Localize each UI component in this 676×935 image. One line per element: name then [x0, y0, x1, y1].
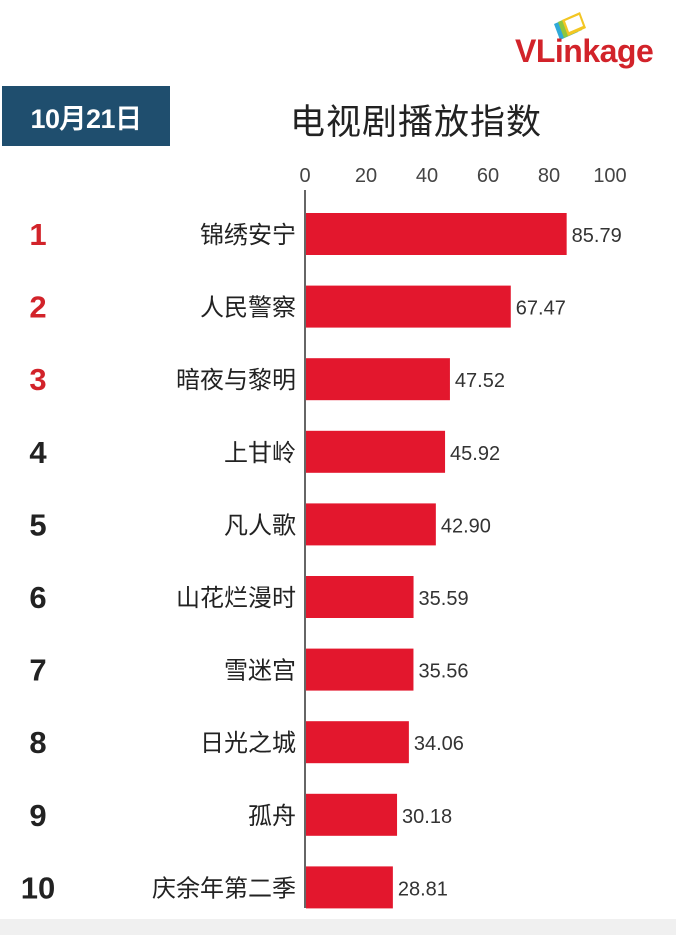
bar — [306, 648, 414, 691]
rank-label: 6 — [29, 580, 46, 615]
category-label: 锦绣安宁 — [200, 221, 296, 249]
bar — [306, 576, 414, 618]
date-badge: 10月21日 — [2, 86, 170, 146]
category-label: 人民警察 — [200, 294, 296, 322]
bar-value-label: 34.06 — [414, 733, 464, 755]
rank-label: 3 — [29, 362, 46, 397]
x-tick-label: 20 — [355, 165, 377, 187]
bar — [306, 285, 511, 328]
rank-label: 2 — [29, 290, 46, 325]
bar — [306, 503, 436, 546]
rank-label: 7 — [29, 653, 46, 688]
rank-label: 8 — [29, 725, 46, 760]
bar-value-label: 35.59 — [419, 588, 469, 610]
category-label: 雪迷宫 — [224, 657, 296, 685]
bar — [306, 793, 398, 836]
bar — [306, 358, 450, 401]
x-tick-label: 100 — [593, 165, 626, 187]
category-label: 山花烂漫时 — [176, 584, 296, 612]
bar-value-label: 28.81 — [398, 878, 448, 900]
category-label: 日光之城 — [200, 729, 296, 757]
bar — [306, 213, 567, 255]
rank-label: 9 — [29, 798, 46, 833]
x-tick-label: 80 — [538, 165, 560, 187]
bottom-strip — [0, 919, 676, 935]
bar-value-label: 47.52 — [455, 370, 505, 392]
bar-value-label: 35.56 — [418, 661, 468, 683]
bar — [306, 866, 393, 909]
logo-text: VLinkage — [515, 33, 654, 69]
category-label: 庆余年第二季 — [152, 874, 296, 902]
rank-label: 10 — [21, 870, 55, 905]
bar — [306, 430, 446, 473]
x-tick-label: 60 — [477, 165, 499, 187]
bar-value-label: 30.18 — [402, 806, 452, 828]
category-label: 凡人歌 — [224, 511, 296, 539]
category-label: 暗夜与黎明 — [176, 366, 296, 394]
logo-cards-icon — [554, 12, 586, 40]
rank-label: 1 — [29, 217, 46, 252]
vlinkage-logo: VLinkage — [500, 8, 675, 74]
x-tick-label: 40 — [416, 165, 438, 187]
bar-value-label: 42.90 — [441, 515, 491, 537]
chart-title: 电视剧播放指数 — [290, 103, 543, 143]
rank-label: 5 — [29, 507, 46, 542]
category-label: 上甘岭 — [224, 439, 296, 467]
bar-value-label: 67.47 — [516, 298, 566, 320]
rank-label: 4 — [29, 435, 47, 470]
x-tick-label: 0 — [299, 165, 310, 187]
bar-value-label: 85.79 — [572, 225, 622, 247]
bar — [306, 721, 409, 764]
category-label: 孤舟 — [248, 802, 296, 830]
bar-value-label: 45.92 — [450, 443, 500, 465]
